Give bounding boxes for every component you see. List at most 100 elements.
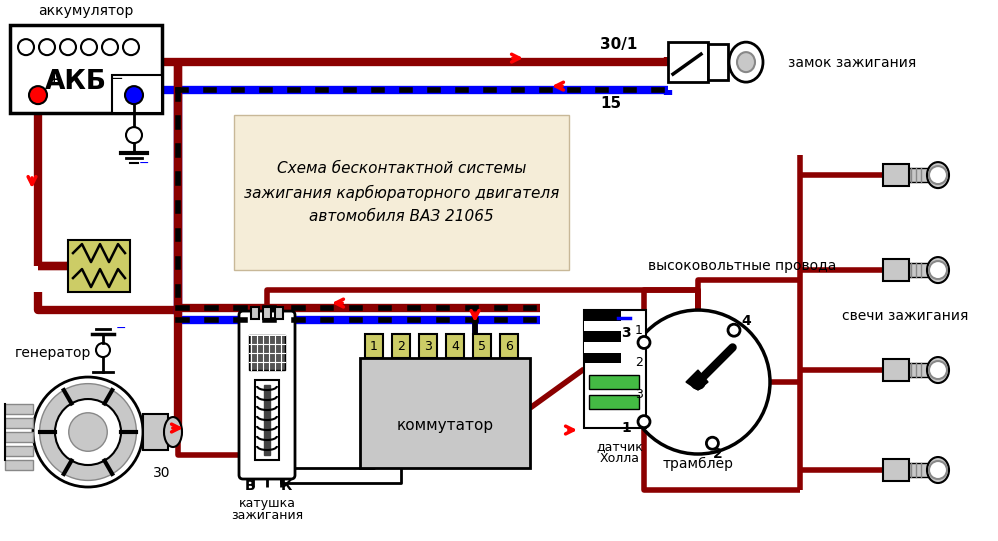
FancyBboxPatch shape xyxy=(234,115,569,270)
Bar xyxy=(589,375,639,389)
Polygon shape xyxy=(686,370,708,390)
Text: 2: 2 xyxy=(713,447,723,461)
Circle shape xyxy=(929,361,947,379)
Bar xyxy=(883,164,909,186)
Text: 2: 2 xyxy=(397,340,405,353)
Text: 2: 2 xyxy=(635,355,643,368)
Circle shape xyxy=(638,415,650,427)
Text: 1: 1 xyxy=(621,421,631,434)
Circle shape xyxy=(40,384,137,480)
Bar xyxy=(446,334,464,358)
Ellipse shape xyxy=(737,52,755,72)
Bar xyxy=(249,335,285,370)
Bar xyxy=(708,44,728,80)
Bar xyxy=(473,334,491,358)
Text: свечи зажигания: свечи зажигания xyxy=(841,309,968,323)
Circle shape xyxy=(81,39,97,55)
Bar xyxy=(909,168,929,182)
Text: высоковольтные провода: высоковольтные провода xyxy=(648,259,836,273)
Text: Схема бесконтактной системы
зажигания карбюраторного двигателя
автомобиля ВАЗ 21: Схема бесконтактной системы зажигания ка… xyxy=(244,161,559,225)
Circle shape xyxy=(929,461,947,479)
Circle shape xyxy=(626,310,770,454)
Text: Холла: Холла xyxy=(600,452,640,465)
Text: 4: 4 xyxy=(742,314,750,328)
Circle shape xyxy=(125,86,143,104)
Bar xyxy=(5,460,33,470)
Text: 4: 4 xyxy=(451,340,459,353)
Text: датчик: датчик xyxy=(597,440,644,453)
Circle shape xyxy=(707,437,719,449)
Bar xyxy=(68,240,130,292)
Bar xyxy=(909,463,929,477)
Text: трамблер: трамблер xyxy=(663,457,734,471)
Text: 30/1: 30/1 xyxy=(600,37,638,52)
Circle shape xyxy=(638,337,650,348)
Circle shape xyxy=(929,166,947,184)
Circle shape xyxy=(728,324,740,336)
Text: −: − xyxy=(116,322,127,335)
Circle shape xyxy=(929,261,947,279)
Ellipse shape xyxy=(927,357,949,383)
Circle shape xyxy=(69,413,107,451)
Text: 6: 6 xyxy=(505,340,513,353)
Bar xyxy=(5,404,33,414)
Text: 3: 3 xyxy=(621,326,631,340)
Text: 15: 15 xyxy=(600,96,621,111)
Circle shape xyxy=(102,39,118,55)
Circle shape xyxy=(33,377,143,487)
Circle shape xyxy=(39,39,55,55)
Bar xyxy=(263,307,271,319)
Bar xyxy=(883,459,909,481)
Text: 3: 3 xyxy=(635,387,643,400)
Bar xyxy=(5,418,33,428)
Circle shape xyxy=(123,39,139,55)
FancyBboxPatch shape xyxy=(360,358,530,468)
Bar xyxy=(419,334,437,358)
Bar xyxy=(883,359,909,381)
Text: замок зажигания: замок зажигания xyxy=(788,56,916,70)
Bar xyxy=(584,342,621,353)
Text: −: − xyxy=(139,157,150,170)
Bar xyxy=(584,331,621,342)
Ellipse shape xyxy=(927,257,949,283)
Text: зажигания: зажигания xyxy=(231,509,303,522)
Bar xyxy=(584,310,646,428)
Circle shape xyxy=(55,399,121,465)
Text: генератор: генератор xyxy=(15,346,92,360)
Bar xyxy=(275,307,283,319)
Circle shape xyxy=(60,39,76,55)
Bar xyxy=(112,75,162,113)
FancyBboxPatch shape xyxy=(239,311,295,479)
Circle shape xyxy=(96,343,110,357)
Bar xyxy=(584,310,621,321)
Text: 1: 1 xyxy=(635,324,643,337)
Ellipse shape xyxy=(927,162,949,188)
Bar xyxy=(5,432,33,442)
Ellipse shape xyxy=(927,457,949,483)
Bar xyxy=(909,263,929,277)
Bar xyxy=(668,42,708,82)
Text: К: К xyxy=(281,479,292,493)
Text: аккумулятор: аккумулятор xyxy=(38,4,134,18)
Bar xyxy=(500,334,518,358)
Text: катушка: катушка xyxy=(239,497,295,510)
Text: 3: 3 xyxy=(424,340,432,353)
Text: В: В xyxy=(245,479,255,493)
Text: коммутатор: коммутатор xyxy=(396,418,494,433)
Bar xyxy=(251,307,259,319)
Text: 30: 30 xyxy=(153,466,171,480)
Bar xyxy=(883,259,909,281)
Bar xyxy=(365,334,383,358)
Bar xyxy=(143,414,168,450)
Circle shape xyxy=(126,127,142,143)
Text: 1: 1 xyxy=(370,340,378,353)
Bar xyxy=(264,385,270,455)
Text: АКБ: АКБ xyxy=(45,69,107,95)
Bar xyxy=(584,353,621,363)
Circle shape xyxy=(691,375,706,389)
Circle shape xyxy=(18,39,34,55)
Text: +: + xyxy=(49,73,60,86)
Bar xyxy=(909,363,929,377)
Bar xyxy=(589,395,639,409)
Bar xyxy=(255,380,279,460)
